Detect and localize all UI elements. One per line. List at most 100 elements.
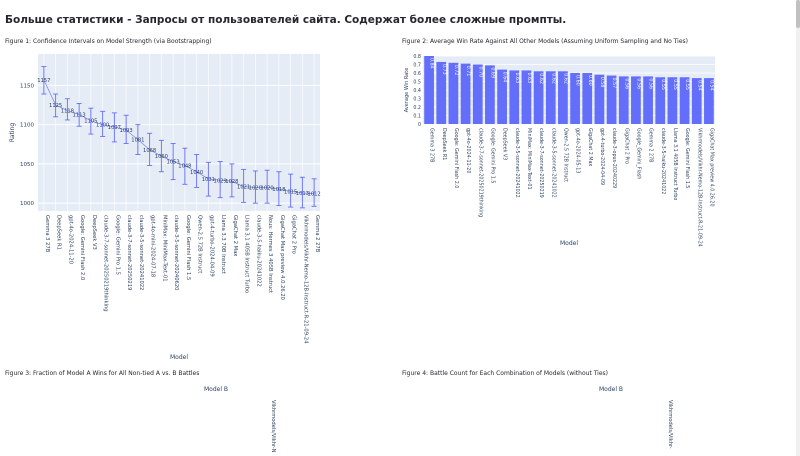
bar-value-label: 0.60	[575, 75, 581, 86]
x-tick-label: Google: Gemini Pro 1.5	[114, 215, 120, 275]
data-label: 1018	[272, 187, 285, 193]
y-tick-label: 0.5	[413, 79, 421, 85]
y-tick-label: 1150	[20, 83, 34, 89]
x-tick-label: gpt-4o-2024-11-20	[67, 215, 73, 264]
x-tick-label: Vikhrmodels/Vikhr-	[667, 400, 673, 449]
data-label: 1029	[214, 178, 227, 184]
data-label: 1048	[178, 163, 191, 169]
data-label: 1012	[308, 192, 321, 198]
x-tick-label: Gemma 3 27B	[44, 215, 50, 253]
bar	[570, 73, 580, 124]
page-scrollbar[interactable]	[796, 0, 800, 456]
x-tick-label: Qwen-2.5 72B Instruct	[197, 215, 203, 273]
bar-value-label: 0.57	[611, 78, 617, 89]
bar	[509, 70, 520, 124]
x-tick-label: gpt-4o-2024-11-20	[465, 128, 471, 173]
x-tick-label: claude-3-5-sonnet-20240620	[173, 215, 179, 290]
bar-value-label: 0.54	[696, 80, 702, 91]
x-axis-title: Model B	[204, 386, 228, 393]
y-axis-title: Rating	[9, 123, 16, 143]
bar	[704, 78, 714, 124]
bar	[424, 56, 434, 124]
x-tick-label: DeepSeek V3	[502, 128, 508, 160]
data-label: 1013	[296, 191, 309, 197]
bar	[497, 69, 507, 124]
x-tick-label: Google: Gemini Flash 2.0	[79, 215, 85, 280]
bar-value-label: 0.56	[636, 78, 642, 89]
x-tick-label: GigaChat 2 Max	[232, 215, 238, 256]
x-tick-label: claude-3-5-sonnet-20241022	[514, 128, 520, 198]
x-tick-label: Llama 3.1 405B Instruct Turbo	[672, 128, 678, 200]
data-label: 1068	[143, 148, 156, 154]
x-tick-label: Vikhrmodels/Vikhr-Nemo-12B-Instruct-R-21…	[696, 128, 702, 247]
scrollbar-thumb[interactable]	[796, 0, 800, 28]
page-title: Больше статистики - Запросы от пользоват…	[5, 14, 567, 26]
figure-3-title: Figure 3: Fraction of Model A Wins for A…	[5, 370, 200, 377]
data-label: 1081	[131, 138, 144, 144]
rating-line	[43, 79, 315, 195]
x-tick-label: Google: Gemini Flash 1.5	[185, 215, 191, 280]
bar-value-label: 0.84	[429, 58, 435, 69]
bar-value-label: 0.56	[648, 78, 654, 89]
x-tick-label: Vikhrmodels/Vikhr-Nemo-12B-Instruct-R-21…	[302, 215, 308, 344]
data-label: 1053	[167, 160, 180, 166]
y-tick-label: 0.2	[413, 105, 421, 111]
x-tick-label: Gemma 2 27B	[648, 128, 654, 162]
x-tick-label: Google_Gemini_Flash	[636, 128, 642, 179]
data-label: 1015	[284, 189, 297, 195]
figure-1-title: Figure 1: Confidence Intervals on Model …	[5, 38, 212, 45]
bar	[606, 75, 617, 124]
y-tick-label: 1050	[20, 162, 34, 168]
bar-value-label: 0.62	[550, 73, 556, 84]
x-tick-label: claude-3-7-sonnet-20250219thinking	[103, 215, 109, 312]
bar-value-label: 0.62	[538, 73, 544, 84]
y-tick-label: 0.3	[413, 96, 421, 102]
x-tick-label: claude-3-5-haiku-20241022	[660, 128, 666, 194]
bar-value-label: 0.60	[587, 75, 593, 86]
data-label: 1040	[190, 170, 203, 176]
bar-value-label: 0.64	[502, 72, 508, 83]
x-tick-label: gpt-4o-2024-05-13	[575, 128, 581, 173]
x-tick-label: GigaChat 2 Pro	[623, 128, 629, 164]
figure-2-title: Figure 2: Average Win Rate Against All O…	[402, 38, 688, 45]
data-label: 1028	[225, 179, 238, 185]
win-rate-chart: 0 0.1 0.2 0.3 0.4 0.5 0.6 0.7 0.8 0.84 Gemma 3 27B…	[399, 48, 795, 252]
x-tick-label: claude-3-opus-20240229	[611, 128, 617, 188]
bar	[631, 76, 641, 124]
x-tick-label: DeepSeek V3	[91, 215, 97, 250]
x-tick-label: claude-3-7-sonnet-20250219	[538, 128, 544, 198]
bar	[533, 71, 544, 124]
bar-value-label: 0.70	[477, 67, 483, 78]
bar-value-label: 0.54	[709, 80, 715, 91]
bar	[691, 78, 702, 124]
bar	[448, 62, 459, 124]
x-tick-label: Google: Gemini Flash 1.5	[684, 128, 690, 188]
bar	[521, 70, 532, 124]
data-label: 1113	[73, 112, 86, 118]
bar	[643, 76, 653, 124]
bar-value-label: 0.71	[465, 66, 471, 77]
data-label: 1100	[96, 123, 109, 129]
x-tick-label: gpt-4o-mini-2024-07-18	[150, 215, 156, 277]
bar-value-label: 0.69	[490, 67, 496, 78]
y-tick-label: 0.7	[413, 62, 421, 68]
data-label: 1105	[84, 119, 97, 125]
data-label: 1157	[37, 78, 50, 84]
data-label: 1020	[261, 185, 274, 191]
figure-4-title: Figure 4: Battle Count for Each Combinat…	[402, 370, 609, 377]
bar-value-label: 0.55	[684, 79, 690, 90]
bar	[460, 63, 471, 124]
x-tick-label: Gemma 3 27B	[429, 128, 435, 162]
x-tick-label: GigaChat 2 Pro	[291, 215, 297, 254]
x-tick-label: claude-3-5-sonnet-20241022	[550, 128, 556, 198]
x-tick-label: GigaChat Max preview 4.0.26.20	[709, 128, 715, 207]
data-label: 1093	[120, 128, 133, 134]
bar	[655, 77, 666, 124]
x-axis-title: Model B	[599, 386, 623, 393]
x-tick-label: Llama 3.3 70B Instruct	[220, 215, 226, 274]
bar-value-label: 0.56	[623, 78, 629, 89]
bar-value-label: 0.55	[660, 79, 666, 90]
x-tick-label: Vikhrmodels/Vikhr-N	[270, 400, 276, 453]
x-tick-label: claude-3-7-sonnet-20250219	[126, 215, 132, 290]
